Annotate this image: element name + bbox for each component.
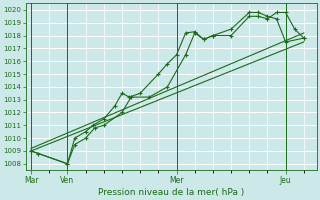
X-axis label: Pression niveau de la mer( hPa ): Pression niveau de la mer( hPa ) [98, 188, 244, 197]
